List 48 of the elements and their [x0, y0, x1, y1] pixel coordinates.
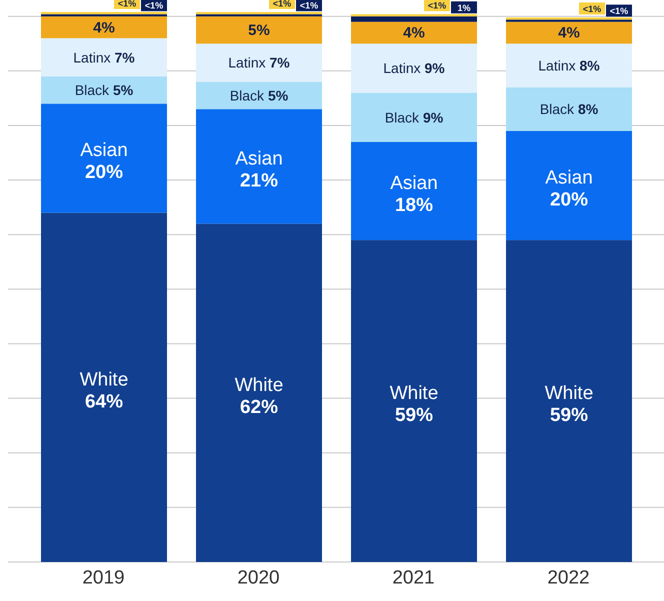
data-label: 4% [558, 24, 580, 42]
data-label: <1% [610, 6, 628, 16]
data-label: 5% [268, 87, 289, 104]
data-label: 1% [457, 2, 471, 13]
text: White [544, 383, 594, 404]
data-label: 4% [93, 19, 115, 36]
data-label: 64% [84, 391, 124, 412]
text: White [80, 369, 128, 390]
data-label: 20% [550, 190, 588, 211]
data-label: 7% [114, 49, 136, 66]
text: Black [384, 109, 420, 126]
x-tick-label: 2019 [82, 567, 125, 588]
data-label: 5% [112, 82, 134, 98]
data-label: 9% [422, 109, 444, 126]
series-label: Asian [390, 172, 438, 194]
x-tick-label: 2020 [237, 567, 280, 588]
x-tick-label: 2021 [392, 567, 435, 588]
data-label: <1% [144, 0, 164, 11]
text: Latinx [383, 60, 421, 76]
series-label: Latinx [73, 49, 115, 66]
data-label: 21% [240, 170, 278, 192]
data-label: 5% [248, 22, 270, 40]
text: Latinx [228, 54, 266, 71]
data-label: <1% [272, 0, 292, 9]
data-label: 59% [394, 405, 434, 426]
data-label: <1% [300, 0, 318, 11]
data-label: 20% [84, 162, 124, 184]
x-tick-label: 2022 [547, 567, 590, 588]
text: Asian [545, 168, 593, 189]
text: Black [230, 87, 264, 104]
text: White [390, 383, 438, 404]
data-label: 4% [403, 24, 425, 42]
data-label: 59% [550, 405, 588, 426]
data-label: 8% [578, 101, 599, 118]
series-label: Black [74, 82, 113, 98]
data-label: 8% [580, 57, 600, 74]
text: Black [540, 101, 574, 118]
data-label: 18% [394, 194, 434, 216]
data-label: <1% [428, 0, 446, 11]
series-label: White [234, 374, 284, 396]
data-label: <1% [118, 0, 136, 9]
data-label: 62% [240, 396, 278, 418]
data-label: 9% [424, 60, 446, 76]
text: Asian [80, 140, 128, 162]
data-label: 7% [270, 54, 290, 71]
data-label: <1% [582, 4, 602, 14]
text: Latinx [538, 57, 576, 74]
text: Asian [235, 148, 283, 170]
